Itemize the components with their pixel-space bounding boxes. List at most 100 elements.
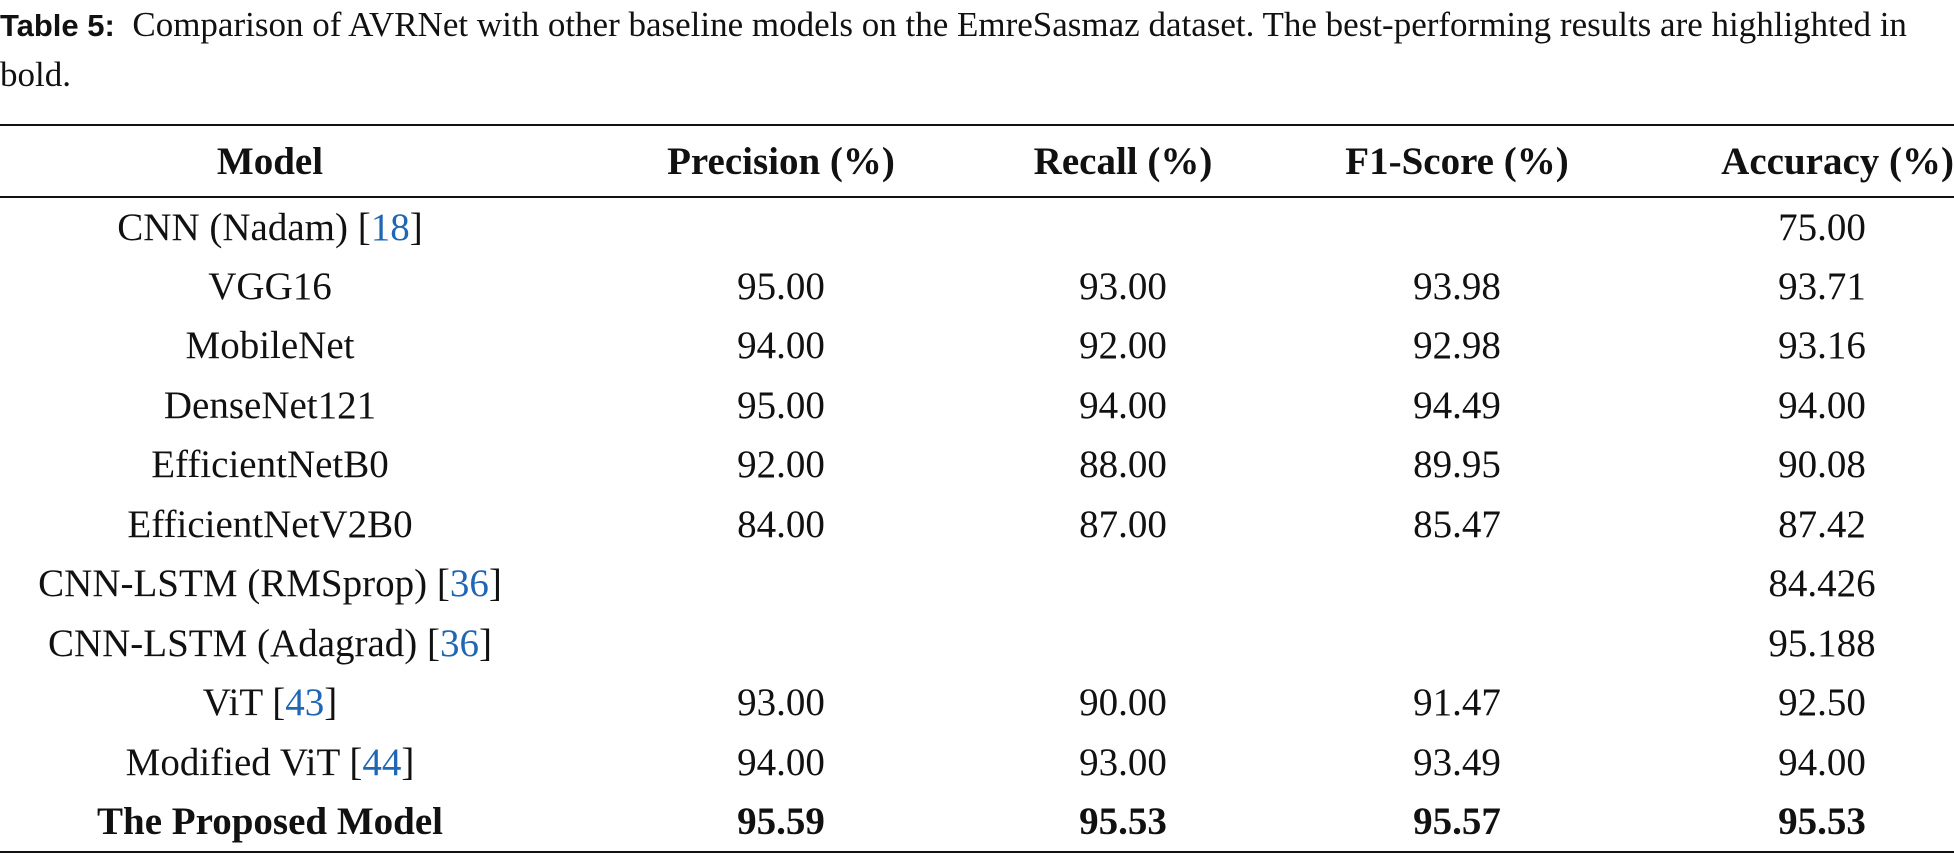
value-cell: 87.00 (1079, 502, 1167, 546)
citation-bracket: ] (488, 562, 502, 606)
table-head: Model Precision (%) Recall (%) F1-Score (%)… (0, 125, 1954, 197)
model-name: CNN-LSTM (Adagrad) (47, 621, 418, 665)
value-cell: 94.00 (1778, 383, 1866, 427)
value-cell: 92.00 (737, 443, 825, 487)
model-cell: Modified ViT [44] (0, 733, 540, 793)
value-cell: 95.53 (1778, 799, 1866, 843)
table-row: CNN-LSTM (RMSprop) [36] 84.426 (0, 554, 1954, 614)
value-cell: 92.98 (1413, 324, 1501, 368)
value-cell: 91.47 (1413, 681, 1501, 725)
citation: 18 (370, 205, 410, 249)
caption: Table 5: Comparison of AVRNet with other… (0, 0, 1954, 99)
model-name: ViT (202, 681, 263, 725)
value-cell: 94.49 (1413, 383, 1501, 427)
value-cell: 92.50 (1778, 681, 1866, 725)
model-name: EfficientNetB0 (151, 443, 389, 487)
table-row: CNN (Nadam) [18] 75.00 (0, 197, 1954, 257)
model-cell: DenseNet121 (0, 376, 540, 436)
value-cell: 90.00 (1079, 681, 1167, 725)
column-header: Recall (%) (1033, 139, 1213, 183)
value-cell (1022, 197, 1224, 257)
value-cell (1224, 197, 1690, 257)
value-cell (1224, 554, 1690, 614)
table-row: EfficientNetB0 92.00 88.00 89.95 90.08 (0, 435, 1954, 495)
column-header: Precision (%) (667, 139, 895, 183)
model-cell: MobileNet (0, 316, 540, 376)
value-cell: 95.00 (737, 264, 825, 308)
citation-bracket: [ (436, 562, 450, 606)
model-name: Modified ViT (125, 740, 340, 784)
model-cell: CNN-LSTM (RMSprop) [36] (0, 554, 540, 614)
model-name: The Proposed Model (97, 799, 443, 843)
value-cell: 95.53 (1079, 799, 1167, 843)
value-cell: 95.00 (737, 383, 825, 427)
value-cell: 75.00 (1778, 205, 1866, 249)
table-row: EfficientNetV2B0 84.00 87.00 85.47 87.42 (0, 495, 1954, 555)
column-header: Model (216, 139, 324, 183)
model-cell: EfficientNetB0 (0, 435, 540, 495)
table-row: ViT [43] 93.00 90.00 91.47 92.50 (0, 673, 1954, 733)
value-cell: 94.00 (737, 324, 825, 368)
model-cell: CNN-LSTM (Adagrad) [36] (0, 614, 540, 674)
column-header: F1-Score (%) (1345, 139, 1569, 183)
model-cell: ViT [43] (0, 673, 540, 733)
value-cell: 95.188 (1768, 621, 1876, 665)
column-header: Accuracy (%) (1721, 139, 1954, 183)
model-cell: CNN (Nadam) [18] (0, 197, 540, 257)
value-cell (1022, 554, 1224, 614)
value-cell: 93.98 (1413, 264, 1501, 308)
citation-bracket: ] (409, 205, 423, 249)
value-cell: 84.00 (737, 502, 825, 546)
citation: 36 (449, 562, 489, 606)
header-row: Model Precision (%) Recall (%) F1-Score (%)… (0, 125, 1954, 197)
value-cell: 95.59 (737, 799, 825, 843)
citation-bracket: [ (272, 681, 286, 725)
citation: 43 (285, 681, 325, 725)
table-body: CNN (Nadam) [18] 75.00 VGG16 95.00 93.00 93.9… (0, 197, 1954, 852)
value-cell (1224, 614, 1690, 674)
model-name: MobileNet (185, 324, 355, 368)
value-cell: 85.47 (1413, 502, 1501, 546)
table-row: Modified ViT [44] 94.00 93.00 93.49 94.00 (0, 733, 1954, 793)
value-cell: 94.00 (1778, 740, 1866, 784)
citation-bracket: [ (357, 205, 371, 249)
value-cell: 93.00 (1079, 264, 1167, 308)
citation-bracket: [ (427, 621, 441, 665)
citation: 36 (440, 621, 480, 665)
model-cell: VGG16 (0, 257, 540, 317)
model-name: EfficientNetV2B0 (127, 502, 413, 546)
model-name: CNN (Nadam) (117, 205, 348, 249)
value-cell: 90.08 (1778, 443, 1866, 487)
table-row: VGG16 95.00 93.00 93.98 93.71 (0, 257, 1954, 317)
citation-bracket: ] (324, 681, 338, 725)
value-cell: 93.71 (1778, 264, 1866, 308)
citation-bracket: ] (479, 621, 493, 665)
caption-label: Table 5: (0, 8, 115, 43)
value-cell (1022, 614, 1224, 674)
caption-text: Comparison of AVRNet with other baseline… (0, 5, 1907, 94)
value-cell: 95.57 (1413, 799, 1501, 843)
value-cell (540, 614, 1022, 674)
value-cell: 89.95 (1413, 443, 1501, 487)
value-cell: 87.42 (1778, 502, 1866, 546)
model-cell: EfficientNetV2B0 (0, 495, 540, 555)
results-table: Model Precision (%) Recall (%) F1-Score (%)… (0, 124, 1954, 853)
value-cell: 94.00 (1079, 383, 1167, 427)
value-cell: 88.00 (1079, 443, 1167, 487)
value-cell: 93.49 (1413, 740, 1501, 784)
table-row: DenseNet121 95.00 94.00 94.49 94.00 (0, 376, 1954, 436)
value-cell: 93.00 (737, 681, 825, 725)
model-name: VGG16 (208, 264, 332, 308)
value-cell: 93.00 (1079, 740, 1167, 784)
table-row: MobileNet 94.00 92.00 92.98 93.16 (0, 316, 1954, 376)
table-row: CNN-LSTM (Adagrad) [36] 95.188 (0, 614, 1954, 674)
citation-bracket: ] (401, 740, 415, 784)
citation-bracket: [ (349, 740, 363, 784)
model-name: CNN-LSTM (RMSprop) (38, 562, 428, 606)
value-cell: 93.16 (1778, 324, 1866, 368)
value-cell (540, 554, 1022, 614)
value-cell: 94.00 (737, 740, 825, 784)
table-row: The Proposed Model 95.59 95.53 95.57 95.53 (0, 792, 1954, 852)
model-name: DenseNet121 (163, 383, 377, 427)
